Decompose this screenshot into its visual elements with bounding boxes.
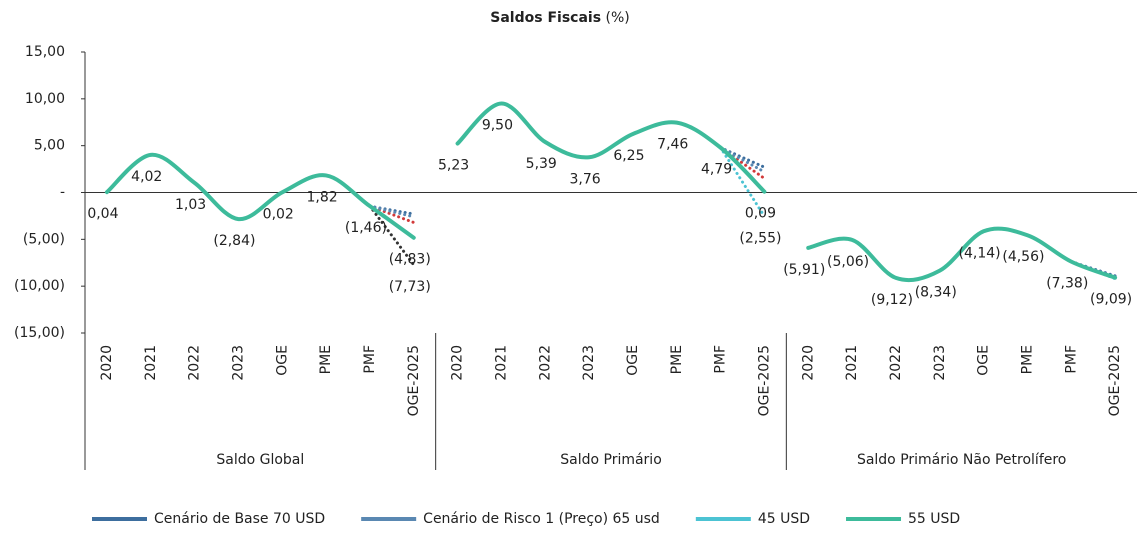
x-tick-label: 2020	[99, 345, 115, 381]
chart-title: Saldos Fiscais	[490, 10, 601, 26]
x-tick-label: PMF	[713, 345, 729, 374]
data-label: (4,56)	[1002, 249, 1044, 265]
x-tick-label: OGE	[625, 345, 641, 376]
chart-title-group: Saldos Fiscais (%)	[490, 10, 629, 26]
data-label: 5,23	[438, 158, 469, 174]
x-tick-label: 2023	[230, 345, 246, 381]
legend-label: Cenário de Base 70 USD	[154, 511, 325, 527]
data-label: (1,46)	[345, 220, 387, 236]
legend-label: Cenário de Risco 1 (Preço) 65 usd	[423, 511, 660, 527]
x-tick-label: OGE-2025	[756, 345, 772, 416]
y-tick-label: 15,00	[25, 44, 65, 60]
x-tick-label: 2022	[187, 345, 203, 381]
x-tick-label: 2021	[844, 345, 860, 381]
series-line	[368, 146, 1117, 278]
x-tick-label: 2022	[888, 345, 904, 381]
y-tick-label: -	[60, 185, 65, 201]
data-label: 0,02	[263, 206, 294, 222]
data-label: 4,79	[701, 162, 732, 178]
x-tick-label: 2021	[143, 345, 159, 381]
x-tick-label: OGE	[274, 345, 290, 376]
y-tick-label: (15,00)	[14, 325, 65, 341]
x-tick-label: 2020	[450, 345, 466, 381]
x-tick-label: 2020	[800, 345, 816, 381]
data-label: 5,39	[526, 156, 557, 172]
group-label: Saldo Primário	[560, 452, 662, 468]
data-label: (9,09)	[1090, 292, 1132, 308]
y-tick-label: 5,00	[34, 138, 65, 154]
x-tick-label: 2023	[581, 345, 597, 381]
data-label: (7,73)	[389, 279, 431, 295]
x-tick-label: PME	[669, 345, 685, 374]
x-tick-label: PMF	[1063, 345, 1079, 374]
x-tick-label: OGE-2025	[1107, 345, 1123, 416]
data-label: (5,91)	[783, 262, 825, 278]
x-tick-label: PME	[318, 345, 334, 374]
series-line	[719, 146, 1117, 281]
x-tick-label: OGE-2025	[406, 345, 422, 416]
group-label: Saldo Primário Não Petrolífero	[857, 452, 1066, 468]
y-tick-label: (10,00)	[14, 278, 65, 294]
data-label: 9,50	[482, 118, 513, 134]
data-label: 1,03	[175, 197, 206, 213]
data-label: (2,84)	[213, 233, 255, 249]
x-tick-label: 2023	[932, 345, 948, 381]
x-tick-label: PMF	[362, 345, 378, 374]
data-label: 0,09	[745, 206, 776, 222]
data-label: (2,55)	[739, 230, 781, 246]
data-label: (5,06)	[827, 254, 869, 270]
x-tick-label: PME	[1019, 345, 1035, 374]
data-label: 4,02	[131, 169, 162, 185]
series-line	[104, 101, 1118, 283]
data-label: 0,04	[87, 206, 118, 222]
y-tick-label: (5,00)	[23, 231, 65, 247]
series-line	[368, 146, 1117, 279]
y-tick-label: 10,00	[25, 91, 65, 107]
data-label: (4,14)	[959, 245, 1001, 261]
data-label: 7,46	[657, 137, 688, 153]
data-label: 3,76	[569, 171, 600, 187]
x-tick-label: OGE	[976, 345, 992, 376]
x-tick-label: 2022	[537, 345, 553, 381]
chart-title-suffix: (%)	[605, 10, 629, 26]
data-label: 6,25	[613, 148, 644, 164]
x-tick-label: 2021	[493, 345, 509, 381]
data-label: (9,12)	[871, 292, 913, 308]
legend-label: 55 USD	[908, 511, 960, 527]
data-label: (7,38)	[1046, 276, 1088, 292]
data-label: (8,34)	[915, 285, 957, 301]
group-label: Saldo Global	[216, 452, 304, 468]
legend-label: 45 USD	[758, 511, 810, 527]
data-label: 1,82	[306, 189, 337, 205]
series-line	[368, 146, 1117, 279]
data-label: (4,83)	[389, 252, 431, 268]
